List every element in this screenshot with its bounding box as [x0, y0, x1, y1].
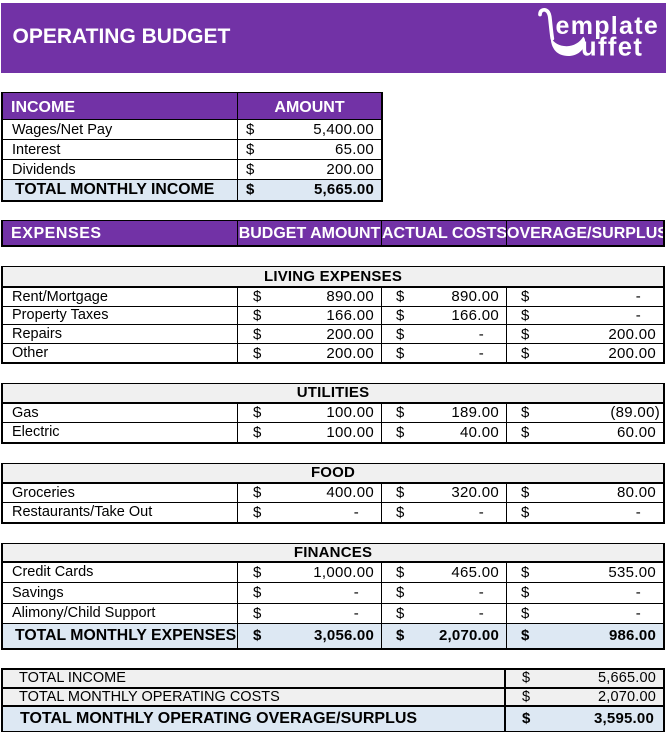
svg-text:uffet: uffet	[581, 34, 643, 62]
svg-text:emplate: emplate	[556, 12, 660, 40]
